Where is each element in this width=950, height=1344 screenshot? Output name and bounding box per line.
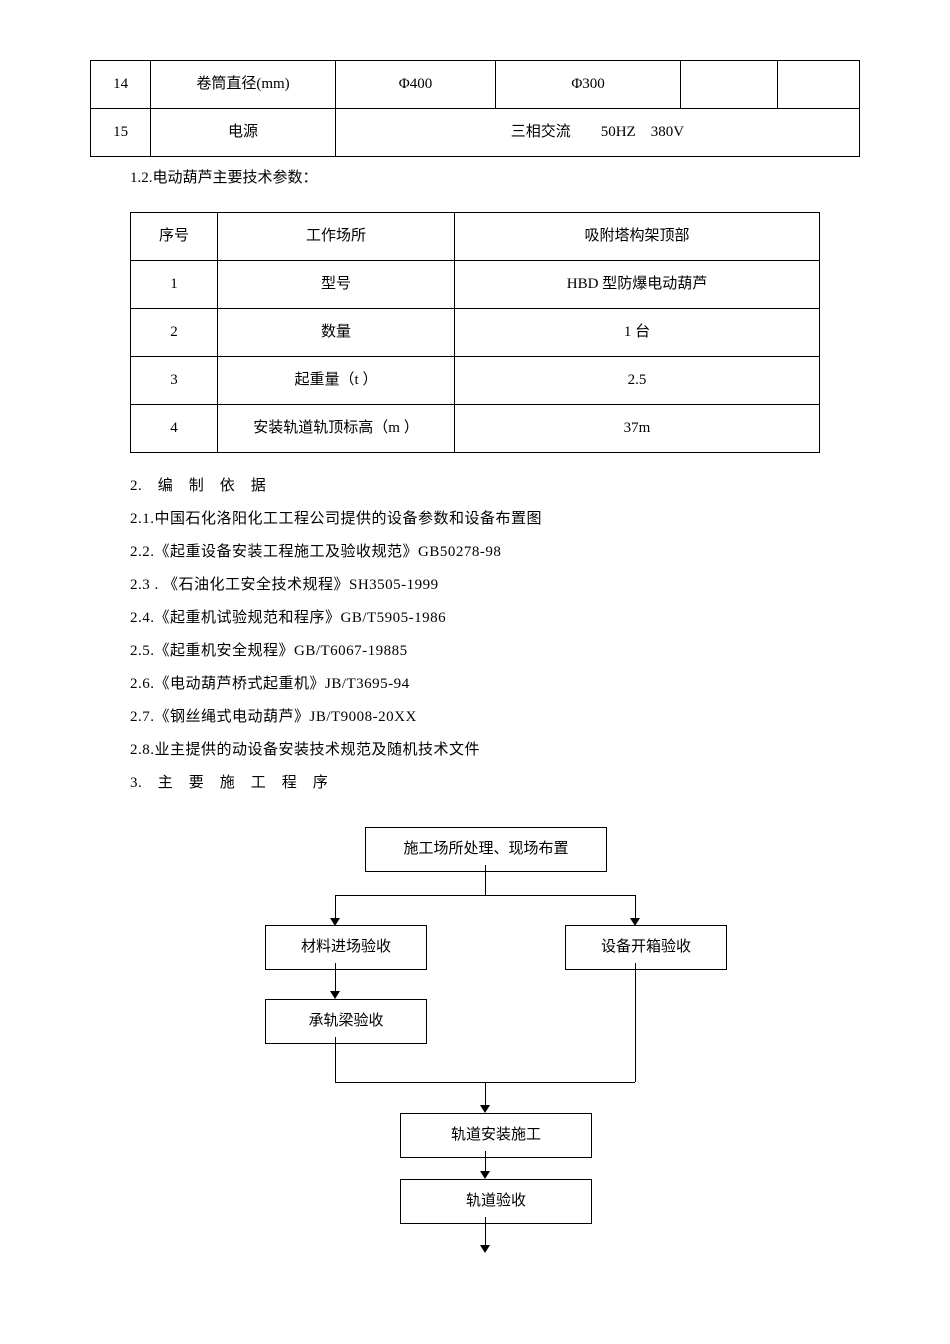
arrow-down-icon [480,1245,490,1253]
flow-line [335,895,635,896]
cell: 2.5 [455,357,820,405]
arrow-down-icon [480,1105,490,1113]
cell: 37m [455,405,820,453]
flow-line [485,1151,486,1173]
cell: 2 [131,309,218,357]
section-item: 2.7.《钢丝绳式电动葫芦》JB/T9008-20XX [130,704,860,731]
param-value: Φ400 [335,61,495,109]
section-item: 2.6.《电动葫芦桥式起重机》JB/T3695-94 [130,671,860,698]
section-item: 2.4.《起重机试验规范和程序》GB/T5905-1986 [130,605,860,632]
cell: HBD 型防爆电动葫芦 [455,261,820,309]
section-item: 2.8.业主提供的动设备安装技术规范及随机技术文件 [130,737,860,764]
section-item: 2.1.中国石化洛阳化工工程公司提供的设备参数和设备布置图 [130,506,860,533]
header-cell: 吸附塔构架顶部 [455,213,820,261]
flow-line [485,1082,486,1107]
flow-line [485,865,486,895]
table-header-row: 序号 工作场所 吸附塔构架顶部 [131,213,820,261]
table-row: 4 安装轨道轨顶标高（m ） 37m [131,405,820,453]
param-label: 电源 [151,109,336,157]
section-3-title: 3. 主 要 施 工 程 序 [130,770,860,797]
param-value [778,61,860,109]
param-merged-value: 三相交流 50HZ 380V [335,109,859,157]
table-row: 15 电源 三相交流 50HZ 380V [91,109,860,157]
section-item: 2.3 . 《石油化工安全技术规程》SH3505-1999 [130,572,860,599]
parameters-table-2: 序号 工作场所 吸附塔构架顶部 1 型号 HBD 型防爆电动葫芦 2 数量 1 … [130,212,820,453]
cell: 1 [131,261,218,309]
cell: 型号 [218,261,455,309]
flowchart: 施工场所处理、现场布置 材料进场验收 设备开箱验收 承轨梁验收 轨道安装施工 轨… [225,827,725,1267]
cell: 3 [131,357,218,405]
section-2: 2. 编 制 依 据 2.1.中国石化洛阳化工工程公司提供的设备参数和设备布置图… [130,473,860,797]
arrow-down-icon [330,991,340,999]
cell: 1 台 [455,309,820,357]
flow-box-rail-beam-accept: 承轨梁验收 [265,999,427,1044]
param-label: 卷筒直径(mm) [151,61,336,109]
param-value [680,61,778,109]
flow-line [485,1217,486,1247]
flow-line [335,1037,336,1082]
table-row: 2 数量 1 台 [131,309,820,357]
flow-line [635,895,636,920]
row-num: 14 [91,61,151,109]
section-1-2-title: 1.2.电动葫芦主要技术参数： [130,165,860,192]
arrow-down-icon [480,1171,490,1179]
table-row: 1 型号 HBD 型防爆电动葫芦 [131,261,820,309]
flow-line [635,963,636,1082]
flow-line [335,963,336,993]
header-cell: 序号 [131,213,218,261]
section-2-title: 2. 编 制 依 据 [130,473,860,500]
flow-box-rail-accept: 轨道验收 [400,1179,592,1224]
flow-box-rail-install: 轨道安装施工 [400,1113,592,1158]
parameters-table-1: 14 卷筒直径(mm) Φ400 Φ300 15 电源 三相交流 50HZ 38… [90,60,860,157]
cell: 起重量（t ） [218,357,455,405]
flow-box-equipment-accept: 设备开箱验收 [565,925,727,970]
flow-line [335,895,336,920]
flow-box-site-prep: 施工场所处理、现场布置 [365,827,607,872]
row-num: 15 [91,109,151,157]
table-row: 14 卷筒直径(mm) Φ400 Φ300 [91,61,860,109]
cell: 数量 [218,309,455,357]
cell: 安装轨道轨顶标高（m ） [218,405,455,453]
section-item: 2.2.《起重设备安装工程施工及验收规范》GB50278-98 [130,539,860,566]
section-item: 2.5.《起重机安全规程》GB/T6067-19885 [130,638,860,665]
param-value: Φ300 [496,61,681,109]
header-cell: 工作场所 [218,213,455,261]
cell: 4 [131,405,218,453]
flow-box-material-accept: 材料进场验收 [265,925,427,970]
table-row: 3 起重量（t ） 2.5 [131,357,820,405]
